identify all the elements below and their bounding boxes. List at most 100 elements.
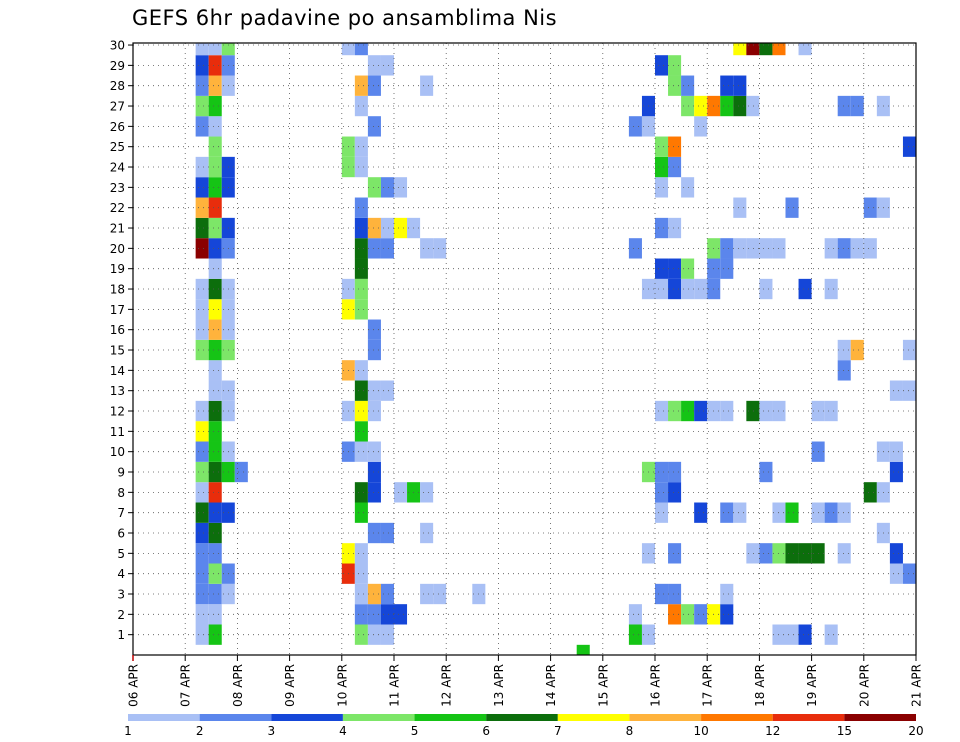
heatmap-cell xyxy=(628,116,642,137)
heatmap-cell xyxy=(195,319,209,340)
heatmap-cell xyxy=(367,55,381,76)
heatmap-cell xyxy=(195,339,209,361)
heatmap-cell xyxy=(720,400,734,422)
heatmap-cell xyxy=(380,238,394,259)
heatmap-cell xyxy=(234,461,248,483)
heatmap-cell xyxy=(208,339,222,361)
heatmap-cell xyxy=(694,116,708,137)
heatmap-cell xyxy=(668,482,682,503)
heatmap-cell xyxy=(208,238,222,259)
heatmap-cell xyxy=(785,197,799,218)
heatmap-cell xyxy=(208,278,222,300)
y-tick-label: 28 xyxy=(110,79,125,93)
heatmap-cell xyxy=(354,238,368,259)
heatmap-cell xyxy=(681,258,695,279)
heatmap-cell xyxy=(837,360,851,381)
heatmap-cell xyxy=(354,43,368,56)
heatmap-cell xyxy=(195,522,209,544)
heatmap-cell xyxy=(420,75,434,96)
heatmap-cell xyxy=(798,278,812,300)
heatmap-cell xyxy=(354,604,368,625)
colorbar-swatch xyxy=(701,714,773,721)
y-tick-label: 26 xyxy=(110,120,125,134)
x-axis: 06 APR 07 APR 08 APR 09 APR 10 APR 11 APR 12 A… xyxy=(127,655,924,707)
heatmap-cell xyxy=(354,624,368,645)
colorbar-swatch xyxy=(772,714,845,721)
heatmap-cell xyxy=(354,360,368,381)
heatmap-cell xyxy=(824,624,838,645)
x-tick-label: 14 APR xyxy=(544,664,558,707)
heatmap-cell xyxy=(655,55,669,76)
heatmap-cell xyxy=(354,400,368,422)
heatmap-cell xyxy=(380,522,394,544)
heatmap-cell xyxy=(195,563,209,584)
heatmap-cell xyxy=(681,95,695,117)
heatmap-cell xyxy=(889,543,903,564)
heatmap-cell xyxy=(208,299,222,320)
heatmap-cell xyxy=(354,278,368,300)
x-tick-label: 15 APR xyxy=(596,664,610,707)
colorbar-label: 8 xyxy=(626,724,634,738)
heatmap-cell xyxy=(668,400,682,422)
heatmap-cell xyxy=(380,624,394,645)
heatmap-cell xyxy=(195,502,209,523)
heatmap-cell xyxy=(195,421,209,442)
heatmap-cell xyxy=(759,238,773,259)
y-tick-label: 24 xyxy=(110,161,125,175)
heatmap-cell xyxy=(694,604,708,625)
heatmap-cell xyxy=(889,441,903,462)
heatmap-cell xyxy=(354,421,368,442)
heatmap-cell xyxy=(628,238,642,259)
y-tick-label: 22 xyxy=(110,201,125,215)
heatmap-cell xyxy=(195,543,209,564)
heatmap-cell xyxy=(668,156,682,178)
y-tick-label: 21 xyxy=(110,222,125,236)
heatmap-cell xyxy=(902,136,916,157)
x-tick-label: 06 APR xyxy=(127,664,141,707)
heatmap-cell xyxy=(208,217,222,239)
heatmap-cell xyxy=(785,502,799,523)
colorbar-label: 5 xyxy=(411,724,419,738)
heatmap-cell xyxy=(208,136,222,157)
heatmap-cell xyxy=(354,258,368,279)
heatmap-cell xyxy=(195,55,209,76)
heatmap-cell xyxy=(746,95,760,117)
heatmap-cell xyxy=(720,583,734,605)
heatmap-cell xyxy=(420,583,434,605)
heatmap-cell xyxy=(367,116,381,137)
colorbar-swatch xyxy=(128,714,200,721)
plot-frame xyxy=(132,42,917,656)
y-tick-label: 12 xyxy=(110,405,125,419)
colorbar-label: 2 xyxy=(196,724,204,738)
heatmap-cell xyxy=(195,400,209,422)
heatmap-cell xyxy=(759,543,773,564)
heatmap-cell xyxy=(367,604,381,625)
heatmap-cell xyxy=(367,217,381,239)
heatmap-cell xyxy=(668,75,682,96)
x-tick-label: 08 APR xyxy=(231,664,245,707)
heatmap-cell xyxy=(354,75,368,96)
heatmap-cell xyxy=(720,238,734,259)
heatmap-cell xyxy=(208,624,222,645)
y-tick-label: 1 xyxy=(117,628,125,642)
heatmap-cell xyxy=(420,482,434,503)
heatmap-cell xyxy=(420,522,434,544)
cells-layer xyxy=(195,43,916,655)
heatmap-cell xyxy=(785,543,799,564)
heatmap-cell xyxy=(208,43,222,56)
heatmap-cell xyxy=(195,95,209,117)
heatmap-cell xyxy=(354,217,368,239)
heatmap-cell xyxy=(367,441,381,462)
y-tick-label: 19 xyxy=(110,262,125,276)
heatmap-cell xyxy=(208,95,222,117)
heatmap-cell xyxy=(367,177,381,198)
heatmap-cell xyxy=(380,55,394,76)
heatmap-cell xyxy=(208,543,222,564)
heatmap-cell xyxy=(367,624,381,645)
heatmap-cell xyxy=(733,43,747,56)
heatmap-cell xyxy=(208,563,222,584)
heatmap-cell xyxy=(720,75,734,96)
y-tick-label: 23 xyxy=(110,181,125,195)
heatmap-cell xyxy=(720,502,734,523)
heatmap-cell xyxy=(208,55,222,76)
